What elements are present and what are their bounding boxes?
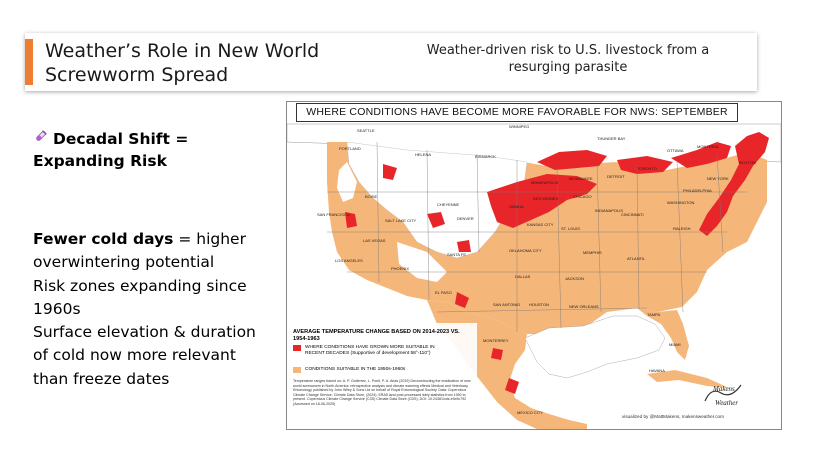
city-label: JACKSON bbox=[565, 276, 584, 281]
city-label: SALT LAKE CITY bbox=[385, 218, 417, 223]
title-accent-bar bbox=[25, 39, 33, 85]
city-label: MONTREAL bbox=[697, 144, 720, 149]
map-legend: AVERAGE TEMPERATURE CHANGE BASED ON 2014… bbox=[289, 323, 477, 423]
section-heading-block: Decadal Shift = Expanding Risk bbox=[33, 128, 273, 172]
city-label: SEATTLE bbox=[357, 128, 375, 133]
city-label: WINNIPEG bbox=[509, 124, 529, 129]
legend-item-old: CONDITIONS SUITABLE IN THE 1950s-1960s bbox=[293, 367, 443, 373]
city-labels: SEATTLE PORTLAND HELENA BISMARCK WINNIPE… bbox=[317, 124, 756, 415]
city-label: DALLAS bbox=[515, 274, 531, 279]
city-label: INDIANAPOLIS bbox=[595, 208, 623, 213]
city-label: BOSTON bbox=[739, 160, 756, 165]
city-label: MIAMI bbox=[669, 342, 681, 347]
city-label: PHILADELPHIA bbox=[683, 188, 712, 193]
city-label: MONTERREY bbox=[483, 338, 509, 343]
city-label: OKLAHOMA CITY bbox=[509, 248, 542, 253]
city-label: LAS VEGAS bbox=[363, 238, 386, 243]
city-label: LOS ANGELES bbox=[335, 258, 363, 263]
city-label: PHOENIX bbox=[391, 266, 409, 271]
city-label: TORONTO bbox=[637, 166, 657, 171]
city-label: DENVER bbox=[457, 216, 474, 221]
map-title: WHERE CONDITIONS HAVE BECOME MORE FAVORA… bbox=[296, 103, 738, 122]
city-label: RALEIGH bbox=[673, 226, 691, 231]
legend-source-note: Temperature ranges based on: A. P. Gutie… bbox=[293, 379, 471, 406]
city-label: SAN ANTONIO bbox=[493, 302, 520, 307]
city-label: CINCINNATI bbox=[621, 212, 644, 217]
logo-svg: Makens Weather bbox=[704, 384, 742, 407]
legend-item-new: WHERE CONDITIONS HAVE GROWN MORE SUITABL… bbox=[293, 345, 443, 356]
legend-swatch-orange bbox=[293, 367, 301, 373]
city-label: ATLANTA bbox=[627, 256, 645, 261]
city-label: EL PASO bbox=[435, 290, 452, 295]
city-label: MEMPHIS bbox=[583, 250, 602, 255]
svg-text:Weather: Weather bbox=[715, 399, 738, 407]
bullet-2: Risk zones expanding since 1960s bbox=[33, 275, 273, 322]
city-label: HAVANA bbox=[649, 368, 665, 373]
bullet-3: Surface elevation & duration of cold now… bbox=[33, 321, 273, 391]
legend-label-old: CONDITIONS SUITABLE IN THE 1950s-1960s bbox=[305, 367, 406, 372]
legend-title: AVERAGE TEMPERATURE CHANGE BASED ON 2014… bbox=[293, 329, 460, 342]
city-label: DETROIT bbox=[607, 174, 625, 179]
city-label: NEW YORK bbox=[707, 176, 729, 181]
makens-weather-logo: Makens Weather bbox=[701, 379, 745, 409]
test-tube-icon bbox=[33, 128, 47, 150]
section-heading: Decadal Shift = Expanding Risk bbox=[33, 128, 273, 172]
city-label: THUNDER BAY bbox=[597, 136, 626, 141]
city-label: MINNEAPOLIS bbox=[531, 180, 559, 185]
city-label: CHICAGO bbox=[573, 194, 592, 199]
city-label: PORTLAND bbox=[339, 146, 361, 151]
city-label: WASHINGTON bbox=[667, 200, 694, 205]
bullet-2-text: Risk zones expanding since 1960s bbox=[33, 276, 247, 318]
slide-subtitle: Weather-driven risk to U.S. livestock fr… bbox=[426, 43, 710, 75]
city-label: OTTAWA bbox=[667, 148, 684, 153]
svg-text:Makens: Makens bbox=[712, 385, 735, 393]
city-label: MILWAUKEE bbox=[569, 176, 593, 181]
city-label: ST. LOUIS bbox=[561, 226, 580, 231]
city-label: HOUSTON bbox=[529, 302, 549, 307]
city-label: NEW ORLEANS bbox=[569, 304, 599, 309]
city-label: SANTA FE bbox=[447, 252, 466, 257]
bullet-1: Fewer cold days = higher overwintering p… bbox=[33, 228, 273, 275]
bullet-3-text: Surface elevation & duration of cold now… bbox=[33, 323, 256, 388]
section-heading-text: Decadal Shift = Expanding Risk bbox=[33, 130, 189, 170]
legend-label-new: WHERE CONDITIONS HAVE GROWN MORE SUITABL… bbox=[305, 345, 435, 356]
city-label: DES MOINES bbox=[533, 196, 558, 201]
city-label: OMAHA bbox=[509, 204, 524, 209]
bullet-1-bold: Fewer cold days bbox=[33, 230, 174, 248]
city-label: TAMPA bbox=[647, 312, 661, 317]
city-label: HELENA bbox=[415, 152, 431, 157]
legend-swatch-red bbox=[293, 345, 301, 351]
visualization-credit: visualized by @MattMakens, makensweather… bbox=[622, 414, 724, 419]
city-label: KANSAS CITY bbox=[527, 222, 554, 227]
city-label: BISMARCK bbox=[475, 154, 496, 159]
city-label: MEXICO CITY bbox=[517, 410, 543, 415]
city-label: CHEYENNE bbox=[437, 202, 460, 207]
city-label: BOISE bbox=[365, 194, 378, 199]
bullet-1-text: = higher overwintering potential bbox=[33, 230, 246, 272]
title-card: Weather’s Role in New World Screwworm Sp… bbox=[25, 33, 757, 91]
city-label: SAN FRANCISCO bbox=[317, 212, 350, 217]
slide-title: Weather’s Role in New World Screwworm Sp… bbox=[45, 40, 320, 86]
bullet-list: Fewer cold days = higher overwintering p… bbox=[33, 228, 273, 391]
